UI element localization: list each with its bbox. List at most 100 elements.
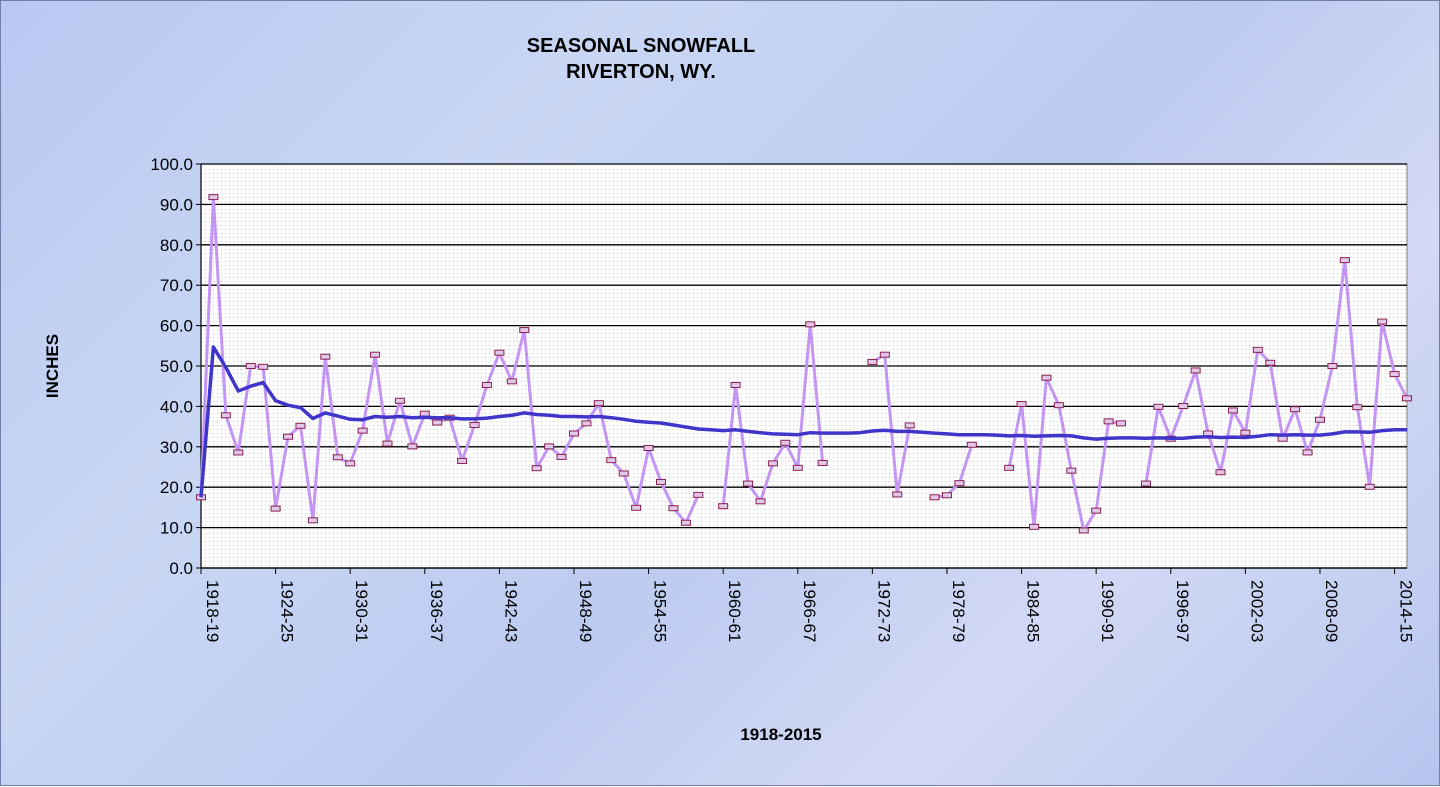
snowfall-point — [892, 491, 903, 498]
snowfall-point — [1364, 483, 1375, 490]
snowfall-point — [469, 421, 480, 428]
snowfall-point — [929, 494, 940, 501]
snowfall-point — [307, 517, 318, 524]
snowfall-point — [780, 439, 791, 446]
snowfall-point — [568, 430, 579, 437]
snowfall-point — [345, 460, 356, 467]
snowfall-point — [295, 422, 306, 429]
snowfall-point — [581, 420, 592, 427]
snowfall-point — [519, 327, 530, 334]
y-tick-label: 70.0 — [160, 276, 193, 295]
snowfall-point — [743, 480, 754, 487]
snowfall-point — [457, 457, 468, 464]
y-tick-label: 40.0 — [160, 397, 193, 416]
y-tick-label: 50.0 — [160, 357, 193, 376]
snowfall-point — [879, 351, 890, 358]
snowfall-point — [506, 378, 517, 385]
snowfall-point — [245, 363, 256, 369]
snowfall-point — [1078, 527, 1089, 534]
snowfall-point — [904, 422, 915, 429]
y-tick-label: 100.0 — [150, 155, 193, 174]
snowfall-point — [1277, 435, 1288, 442]
snowfall-point — [544, 443, 555, 450]
snowfall-point — [643, 445, 654, 452]
x-tick-label: 1942-43 — [501, 580, 520, 642]
y-tick-label: 60.0 — [160, 317, 193, 336]
snowfall-point — [419, 410, 430, 417]
snowfall-point — [258, 363, 269, 370]
x-tick-label: 1948-49 — [576, 580, 595, 642]
snowfall-point — [593, 400, 604, 407]
snowfall-point — [1215, 469, 1226, 476]
snowfall-point — [1402, 395, 1412, 402]
snowfall-point — [1029, 523, 1040, 530]
x-axis-title: 1918-2015 — [740, 725, 822, 744]
snowfall-point — [1314, 416, 1325, 423]
snowfall-point — [1066, 467, 1077, 474]
snowfall-point — [966, 441, 977, 448]
snowfall-point — [1377, 318, 1388, 325]
y-tick-label: 90.0 — [160, 195, 193, 214]
x-tick-label: 1990-91 — [1098, 580, 1117, 642]
chart-title: SEASONAL SNOWFALL — [526, 35, 756, 57]
snowfall-point — [1290, 406, 1301, 413]
snowfall-point — [1103, 418, 1114, 425]
y-tick-label: 20.0 — [160, 478, 193, 497]
snowfall-point — [618, 470, 629, 477]
snowfall-point — [680, 519, 691, 526]
snowfall-point — [394, 397, 405, 404]
snowfall-point — [1053, 402, 1064, 409]
y-tick-label: 80.0 — [160, 236, 193, 255]
snowfall-point — [693, 491, 704, 498]
snowfall-point — [494, 349, 505, 356]
snowfall-point — [805, 321, 816, 328]
snowfall-point — [656, 478, 667, 485]
snowfall-point — [718, 503, 729, 510]
snowfall-point — [1389, 371, 1400, 378]
snowfall-point — [867, 358, 878, 365]
snowfall-point — [357, 427, 368, 434]
x-tick-label: 1960-61 — [725, 580, 744, 642]
snowfall-point — [1227, 407, 1238, 414]
x-tick-label: 1924-25 — [278, 580, 297, 642]
x-tick-label: 1966-67 — [800, 580, 819, 642]
x-tick-label: 1984-85 — [1024, 580, 1043, 642]
x-tick-label: 1996-97 — [1173, 580, 1192, 642]
snowfall-point — [1302, 449, 1313, 456]
snowfall-point — [407, 443, 418, 450]
snowfall-point — [792, 464, 803, 471]
snowfall-point — [767, 460, 778, 467]
snowfall-point — [1240, 429, 1251, 436]
x-tick-label: 1936-37 — [427, 580, 446, 642]
snowfall-point — [1116, 420, 1127, 427]
snowfall-point — [220, 412, 231, 419]
snowfall-point — [606, 457, 617, 464]
y-tick-label: 0.0 — [169, 559, 193, 578]
snowfall-point — [1339, 257, 1350, 264]
x-tick-label: 1972-73 — [874, 580, 893, 642]
x-tick-label: 2008-09 — [1322, 580, 1341, 642]
snowfall-point — [1327, 363, 1338, 369]
x-tick-label: 1954-55 — [651, 580, 670, 642]
snowfall-point — [320, 353, 331, 360]
snowfall-point — [283, 433, 294, 440]
average-series-line — [199, 345, 1407, 498]
snowfall-point — [432, 419, 443, 426]
snowfall-point — [531, 465, 542, 472]
snowfall-point — [233, 449, 244, 456]
snowfall-point — [954, 480, 965, 487]
snowfall-point — [941, 492, 952, 499]
snowfall-point — [1004, 464, 1015, 471]
snowfall-point — [1153, 403, 1164, 410]
snowfall-point — [1265, 359, 1276, 366]
snowfall-point — [1091, 507, 1102, 514]
snowfall-point — [1190, 367, 1201, 374]
snowfall-point — [208, 194, 219, 201]
x-tick-label: 1918-19 — [203, 580, 222, 642]
snowfall-point — [370, 351, 381, 358]
x-tick-label: 2002-03 — [1247, 580, 1266, 642]
y-tick-label: 10.0 — [160, 519, 193, 538]
snowfall-point — [730, 381, 741, 388]
